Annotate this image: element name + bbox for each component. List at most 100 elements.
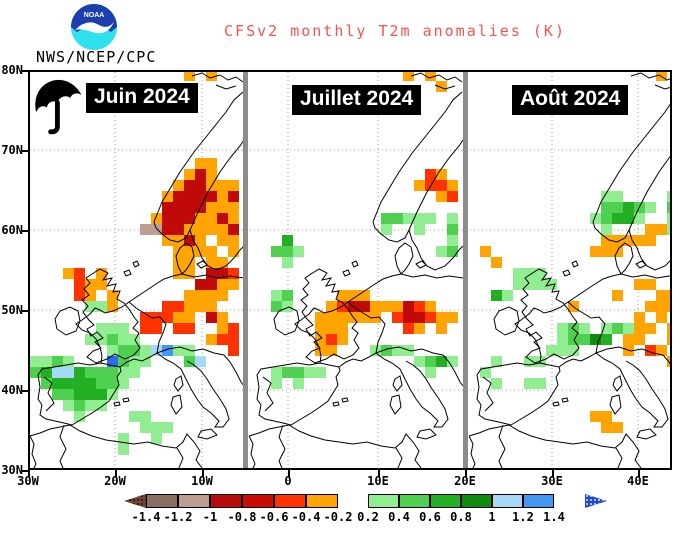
anomaly-cell bbox=[414, 301, 425, 312]
anomaly-cell bbox=[63, 378, 74, 389]
anomaly-cell bbox=[425, 356, 436, 367]
anomaly-cell bbox=[524, 378, 535, 389]
anomaly-cell bbox=[326, 345, 337, 356]
anomaly-cell bbox=[85, 334, 96, 345]
colorbar-tick-label: 0.8 bbox=[450, 510, 472, 524]
anomaly-cell bbox=[667, 356, 672, 367]
anomaly-cell bbox=[184, 246, 195, 257]
anomaly-cell bbox=[96, 279, 107, 290]
anomaly-cell bbox=[74, 400, 85, 411]
anomaly-cell bbox=[304, 367, 315, 378]
anomaly-cell bbox=[162, 213, 173, 224]
anomaly-cell bbox=[184, 202, 195, 213]
anomaly-cell bbox=[315, 334, 326, 345]
anomaly-cell bbox=[601, 323, 612, 334]
anomaly-cell bbox=[173, 191, 184, 202]
anomaly-cell bbox=[96, 367, 107, 378]
anomaly-cell bbox=[315, 345, 326, 356]
anomaly-cell bbox=[173, 202, 184, 213]
anomaly-cell bbox=[173, 323, 184, 334]
anomaly-cell bbox=[656, 345, 667, 356]
anomaly-cell bbox=[447, 312, 458, 323]
anomaly-cell bbox=[535, 279, 546, 290]
lon-tick bbox=[288, 470, 290, 477]
anomaly-cell bbox=[271, 246, 282, 257]
anomaly-cell bbox=[217, 312, 228, 323]
anomaly-cell bbox=[129, 334, 140, 345]
anomaly-cell bbox=[206, 334, 217, 345]
anomaly-cell bbox=[590, 334, 601, 345]
anomaly-cell bbox=[217, 279, 228, 290]
anomaly-cell bbox=[447, 191, 458, 202]
colorbar-segment bbox=[178, 494, 210, 508]
colorbar-segment bbox=[523, 494, 554, 508]
anomaly-cell bbox=[491, 378, 502, 389]
anomaly-cell bbox=[535, 378, 546, 389]
anomaly-cell bbox=[491, 356, 502, 367]
anomaly-cell bbox=[645, 301, 656, 312]
anomaly-cell bbox=[535, 268, 546, 279]
anomaly-cell bbox=[601, 246, 612, 257]
anomaly-cell bbox=[206, 213, 217, 224]
anomaly-cell bbox=[140, 356, 151, 367]
anomaly-cell bbox=[118, 356, 129, 367]
anomaly-cell bbox=[151, 422, 162, 433]
anomaly-cell bbox=[282, 290, 293, 301]
anomaly-cell bbox=[645, 323, 656, 334]
anomaly-cell bbox=[41, 367, 52, 378]
anomaly-cell bbox=[206, 290, 217, 301]
anomaly-cell bbox=[425, 213, 436, 224]
anomaly-cell bbox=[184, 356, 195, 367]
lat-tick bbox=[21, 310, 28, 312]
anomaly-cell bbox=[282, 235, 293, 246]
anomaly-cell bbox=[436, 169, 447, 180]
anomaly-cell bbox=[645, 345, 656, 356]
lon-tick bbox=[28, 470, 30, 477]
lon-tick bbox=[378, 470, 380, 477]
lon-tick bbox=[638, 470, 640, 477]
anomaly-cell bbox=[436, 356, 447, 367]
anomaly-cell bbox=[195, 158, 206, 169]
anomaly-cell bbox=[667, 290, 672, 301]
anomaly-cell bbox=[337, 323, 348, 334]
anomaly-cell bbox=[162, 235, 173, 246]
colorbar-tick-label: 1.4 bbox=[543, 510, 565, 524]
anomaly-cell bbox=[96, 378, 107, 389]
colorbar-segment bbox=[461, 494, 492, 508]
anomaly-cell bbox=[151, 323, 162, 334]
map-panel-aout bbox=[468, 70, 672, 469]
colorbar-segment bbox=[274, 494, 306, 508]
anomaly-cell bbox=[63, 367, 74, 378]
colorbar-arrow-right bbox=[585, 494, 607, 508]
anomaly-cell bbox=[184, 301, 195, 312]
anomaly-cell bbox=[151, 213, 162, 224]
anomaly-cell bbox=[634, 279, 645, 290]
anomaly-cell bbox=[228, 279, 239, 290]
lat-tick bbox=[21, 470, 28, 472]
anomaly-cell bbox=[667, 213, 672, 224]
anomaly-map bbox=[28, 70, 672, 470]
anomaly-cells-layer bbox=[271, 70, 458, 389]
anomaly-cell bbox=[612, 422, 623, 433]
anomaly-cell bbox=[74, 290, 85, 301]
anomaly-cell bbox=[612, 323, 623, 334]
anomaly-cell bbox=[195, 290, 206, 301]
anomaly-cell bbox=[107, 378, 118, 389]
lat-axis-label: 60N bbox=[1, 223, 23, 237]
anomaly-cell bbox=[217, 180, 228, 191]
anomaly-cell bbox=[140, 411, 151, 422]
anomaly-cell bbox=[118, 444, 129, 455]
lon-tick bbox=[115, 470, 117, 477]
anomaly-cell bbox=[425, 312, 436, 323]
anomaly-cell bbox=[228, 180, 239, 191]
anomaly-cell bbox=[184, 235, 195, 246]
anomaly-cell bbox=[601, 422, 612, 433]
anomaly-cell bbox=[403, 312, 414, 323]
anomaly-cell bbox=[601, 334, 612, 345]
lon-axis-label: 10W bbox=[191, 474, 213, 488]
anomaly-cell bbox=[85, 378, 96, 389]
anomaly-cell bbox=[184, 70, 195, 81]
anomaly-cell bbox=[107, 356, 118, 367]
anomaly-cell bbox=[118, 334, 129, 345]
anomaly-cell bbox=[151, 345, 162, 356]
